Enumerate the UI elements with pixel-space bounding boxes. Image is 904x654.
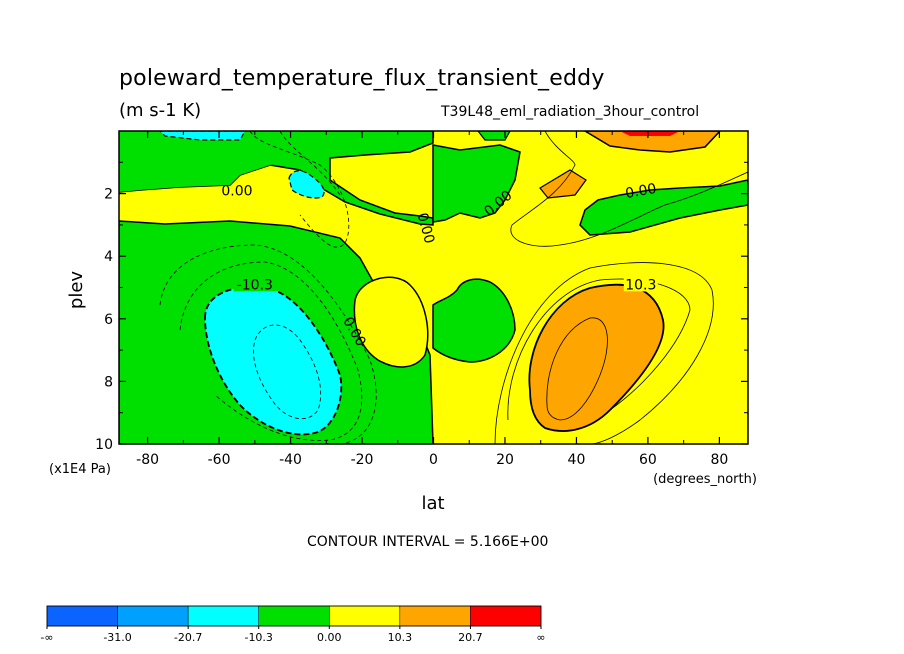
y-axis-label: plev	[66, 271, 87, 310]
fill-yellow-bubble	[353, 276, 429, 368]
colorbar-label: 20.7	[458, 631, 483, 644]
y-tick-label: 10	[95, 437, 113, 453]
colorbar-swatch	[470, 605, 542, 627]
fill-green-north-mid	[432, 278, 516, 363]
colorbar-label: -31.0	[103, 631, 131, 644]
contour-label-text: -10.3	[237, 277, 273, 293]
colorbar-label: -20.7	[174, 631, 202, 644]
x-tick-label: 0	[429, 452, 438, 468]
contour-line-north-upper	[510, 131, 748, 247]
contour-label-text: 0.00	[414, 211, 438, 245]
colorbar-label: 0.00	[317, 631, 342, 644]
fill-orange-blob-small	[539, 169, 587, 199]
x-axis: -80 -60 -40 -20 0 20 40 60 80	[136, 131, 728, 468]
contour-label-text: 10.3	[625, 277, 656, 293]
x-tick-label: 80	[710, 452, 728, 468]
fill-orange-north	[528, 283, 665, 432]
colorbar-label: 10.3	[388, 631, 413, 644]
fill-red-top	[620, 131, 680, 136]
fill-green-north-upper	[432, 144, 521, 223]
contour-line-north-1	[494, 262, 714, 444]
y-tick-label: 2	[104, 187, 113, 203]
x-tick-label: 40	[568, 452, 586, 468]
dataset-name: T39L48_eml_radiation_3hour_control	[441, 104, 700, 120]
contour-label: 10.3	[623, 275, 658, 293]
colorbar-swatch	[329, 605, 401, 627]
contour-line-south-upper-2	[279, 131, 341, 196]
fill-green-top-blip	[477, 131, 511, 141]
fill-orange-top	[583, 131, 722, 153]
contour-label: 0.00	[624, 181, 657, 202]
fill-green-north-band	[579, 179, 748, 236]
contour-fills	[119, 131, 748, 444]
colorbar-frame	[46, 605, 542, 627]
colorbar-swatch	[399, 605, 471, 627]
contour-label-text: 0.00	[624, 181, 657, 202]
x-tick-label: 20	[496, 452, 514, 468]
fill-green-upper-left-2	[119, 131, 300, 192]
y-axis-units: (x1E4 Pa)	[49, 462, 111, 477]
chart-title: poleward_temperature_flux_transient_eddy	[119, 66, 605, 91]
x-axis-units: (degrees_north)	[653, 472, 757, 487]
y-tick-label: 4	[104, 249, 113, 265]
contour-line-south-inner	[253, 324, 322, 419]
fill-cyan-blob-small	[288, 170, 325, 199]
contour-line-south-upper	[249, 131, 350, 248]
contour-line-north-inner	[546, 317, 608, 421]
colorbar-label: ∞	[536, 631, 545, 644]
contour-label: 0.00	[414, 211, 438, 245]
contour-interval: CONTOUR INTERVAL = 5.166E+00	[307, 534, 549, 550]
y-tick-label: 6	[104, 312, 113, 328]
x-tick-label: -60	[208, 452, 231, 468]
colorbar-swatch	[258, 605, 330, 627]
contour-line-south-1	[159, 244, 377, 444]
x-tick-label: -20	[351, 452, 374, 468]
x-tick-label: -40	[279, 452, 302, 468]
x-tick-label: -80	[136, 452, 159, 468]
y-axis: 2 4 6 8 10	[95, 161, 748, 453]
x-tick-label: 60	[639, 452, 657, 468]
contour-line-south-2	[179, 261, 363, 441]
contour-label-text: 0.00	[221, 183, 252, 199]
colorbar-label: -∞	[40, 631, 53, 644]
colorbar-swatch	[187, 605, 259, 627]
colorbar-swatch	[117, 605, 189, 627]
contour-label: 0.00	[221, 183, 252, 199]
contour-label: -10.3	[233, 275, 277, 293]
fill-cyan-top	[159, 131, 246, 141]
chart-units: (m s-1 K)	[119, 100, 202, 121]
x-axis-label: lat	[421, 493, 444, 514]
colorbar: -∞ -31.0 -20.7 -10.3 0.00 10.3 20.7 ∞	[40, 605, 546, 644]
colorbar-swatch	[46, 605, 118, 627]
y-tick-label: 8	[104, 374, 113, 390]
contour-lines	[159, 131, 748, 444]
colorbar-label: -10.3	[244, 631, 272, 644]
